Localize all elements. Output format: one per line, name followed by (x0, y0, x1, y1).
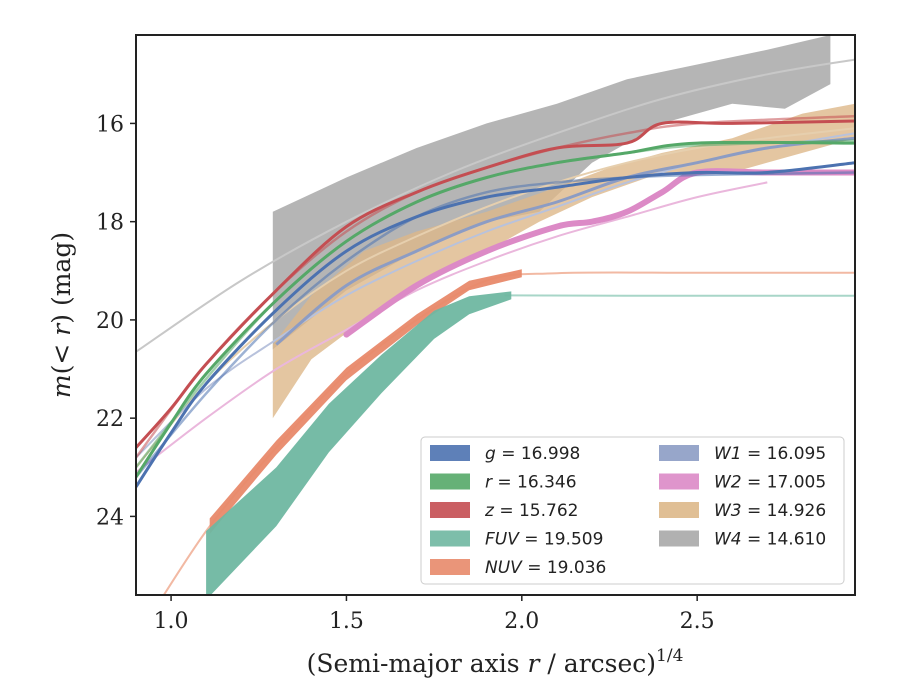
legend: g = 16.998 r = 16.346 z = 15.762 FUV = 19.5… (420, 436, 845, 585)
legend-label-w1: W1 = 16.095 (714, 444, 826, 464)
legend-swatch-g (430, 445, 470, 461)
legend-label-r: r = 16.346 (485, 473, 577, 493)
legend-swatch-r (430, 473, 470, 490)
axes: 1.0 1.5 2.0 2.5 16 18 20 22 24 (96, 34, 856, 634)
y-tick-label: 16 (96, 112, 124, 137)
legend-swatch-w4 (659, 530, 699, 547)
plot-area (136, 35, 855, 595)
g-fit-line (136, 171, 855, 478)
legend-swatch-nuv (430, 559, 470, 575)
legend-swatch-z (430, 502, 470, 518)
y-tick-label: 20 (96, 309, 124, 334)
x-tick-label: 2.5 (680, 609, 715, 634)
g-data-line (136, 161, 855, 488)
y-tick-label: 18 (96, 211, 124, 236)
w2-fit-line (136, 181, 768, 473)
legend-swatch-w3 (659, 502, 699, 518)
legend-label-g: g = 16.998 (485, 444, 580, 464)
fuv-band (206, 291, 512, 595)
z-data-line (136, 119, 855, 449)
x-tick-label: 1.0 (154, 609, 189, 634)
legend-label-w2: W2 = 17.005 (714, 473, 826, 493)
y-tick-label: 22 (96, 407, 124, 432)
y-axis-label: m(< r) (mag) (47, 232, 76, 398)
x-tick-label: 2.0 (504, 609, 539, 634)
r-data-line (136, 140, 855, 478)
legend-label-w3: W3 = 14.926 (714, 501, 826, 521)
legend-swatch-w2 (659, 473, 699, 490)
x-axis-label: (Semi-major axis r / arcsec)1/4 (307, 646, 684, 678)
legend-label-w4: W4 = 14.610 (714, 530, 826, 550)
w1-data-line (275, 136, 855, 346)
x-tick-label: 1.5 (329, 609, 364, 634)
legend-swatch-fuv (430, 530, 470, 547)
legend-swatch-w1 (659, 445, 699, 461)
axes-frame (135, 34, 856, 596)
legend-label-z: z = 15.762 (484, 501, 578, 521)
y-tick-label: 24 (96, 505, 124, 530)
w4-fit-line (136, 58, 855, 353)
legend-label-fuv: FUV = 19.509 (485, 530, 603, 550)
legend-label-nuv: NUV = 19.036 (485, 558, 606, 578)
legend-box (420, 436, 845, 585)
